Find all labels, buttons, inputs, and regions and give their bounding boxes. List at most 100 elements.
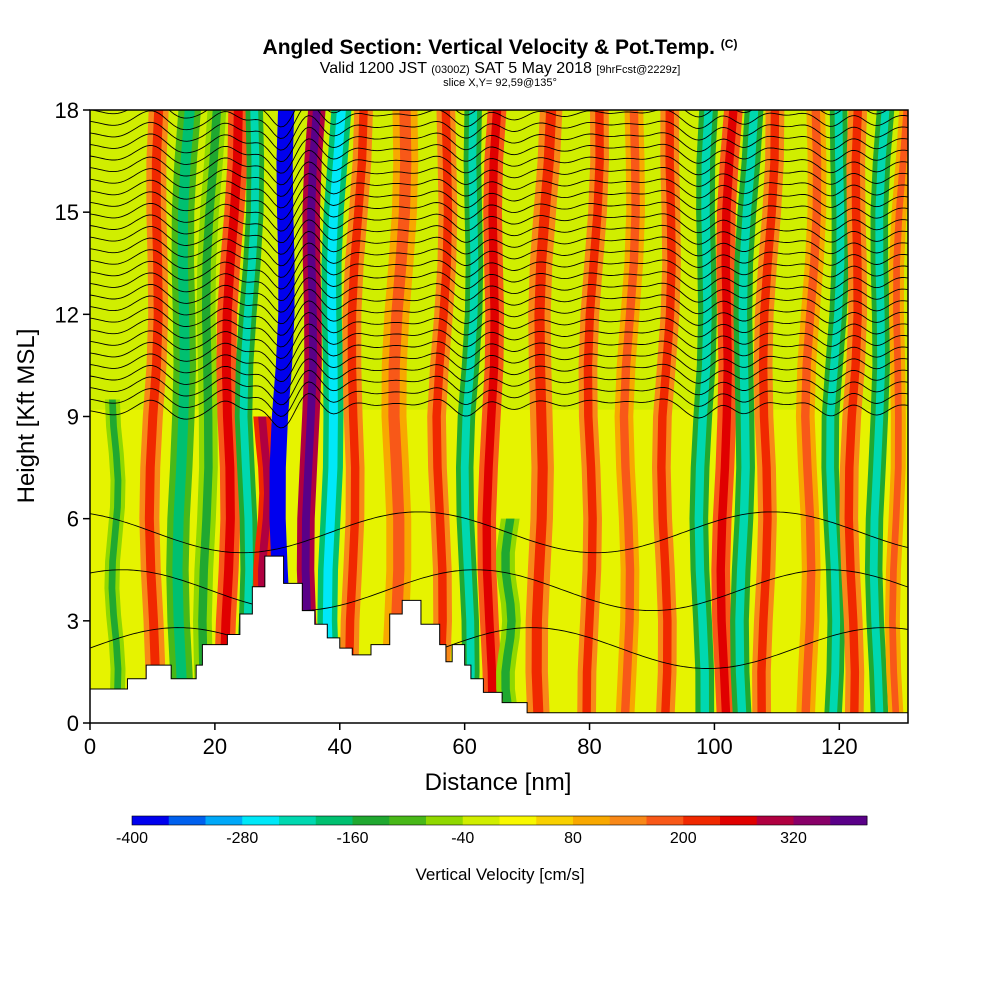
velocity-band-core [387, 110, 412, 723]
velocity-band-core [344, 110, 368, 723]
colorbar-label: -40 [451, 830, 474, 847]
isentrope-line [90, 323, 908, 359]
velocity-band-core [172, 110, 195, 723]
velocity-band-core [582, 110, 604, 723]
y-tick-label: 12 [55, 302, 79, 327]
y-axis: 0 3 6 9 12 15 18 [55, 98, 90, 736]
colorbar-swatch [499, 816, 537, 825]
colorbar-swatch [462, 816, 500, 825]
isentrope-line [90, 254, 908, 290]
colorbar-swatch [168, 816, 206, 825]
colorbar-swatch [646, 816, 684, 825]
colorbar-swatch [609, 816, 647, 825]
isentrope-line [90, 300, 908, 336]
isentrope-line [90, 358, 908, 394]
colorbar-swatch [205, 816, 243, 825]
colorbar-swatch [830, 816, 868, 825]
velocity-band-core [501, 518, 516, 723]
isentrope-line [90, 288, 908, 325]
colorbar-title: Vertical Velocity [cm/s] [415, 865, 584, 884]
terrain-profile [90, 555, 908, 723]
colorbar-label: 320 [780, 830, 807, 847]
x-tick-label: 20 [203, 734, 227, 759]
x-axis: 0 20 40 60 80 100 120 [84, 723, 858, 759]
isentrope-line [90, 265, 908, 302]
colorbar-label: -160 [336, 830, 368, 847]
velocity-band-core [657, 110, 676, 723]
chart-title: Angled Section: Vertical Velocity & Pot.… [262, 36, 738, 59]
velocity-band-core [108, 399, 122, 723]
isentrope-line [90, 569, 908, 612]
isentrope-line [90, 369, 908, 406]
velocity-band-core [826, 110, 845, 723]
y-tick-label: 3 [67, 609, 79, 634]
velocity-band-core [322, 110, 346, 723]
isentrope-line [90, 126, 908, 163]
colorbar: -400 -280 -160 -40 80 200 320 [116, 815, 868, 847]
colorbar-swatch [793, 816, 831, 825]
isentrope-line [90, 219, 908, 255]
isentrope-line [90, 381, 908, 417]
x-tick-label: 60 [452, 734, 476, 759]
isentrope-line [90, 346, 908, 383]
isentrope-line [90, 277, 908, 313]
y-tick-label: 15 [55, 200, 79, 225]
velocity-band-core [432, 110, 453, 723]
colorbar-swatch [683, 816, 721, 825]
x-tick-label: 40 [328, 734, 352, 759]
x-tick-label: 100 [696, 734, 733, 759]
isentrope-line [90, 115, 908, 151]
colorbar-label: -400 [116, 830, 148, 847]
slice-info: slice X,Y= 92,59@135° [443, 77, 557, 89]
velocity-band-core [531, 110, 557, 723]
x-axis-title: Distance [nm] [425, 769, 572, 796]
x-tick-label: 120 [821, 734, 858, 759]
terrain [90, 555, 908, 723]
x-tick-label: 80 [577, 734, 601, 759]
colorbar-swatch [315, 816, 353, 825]
velocity-band-core [844, 110, 863, 723]
colorbar-swatch [720, 816, 758, 825]
velocity-band-core [239, 110, 260, 723]
y-tick-label: 0 [67, 711, 79, 736]
colorbar-swatch [242, 816, 280, 825]
colorbar-frame [131, 815, 868, 826]
isentrope-line [90, 335, 908, 371]
velocity-band-core [219, 110, 243, 723]
pot-temp-contours [90, 110, 908, 669]
isentrope-line [90, 161, 908, 197]
isentrope-line [90, 138, 908, 174]
y-tick-label: 9 [67, 405, 79, 430]
velocity-band-core [482, 110, 502, 723]
colorbar-label: 80 [564, 830, 582, 847]
colorbar-swatch [132, 816, 170, 825]
colorbar-label: -280 [226, 830, 258, 847]
velocity-band-core [301, 110, 321, 723]
velocity-band-core [735, 110, 759, 723]
isentrope-line [90, 230, 908, 267]
isentrope-line [90, 149, 908, 186]
colorbar-swatch [389, 816, 427, 825]
isentrope-line [90, 627, 908, 669]
velocity-field [90, 110, 908, 723]
isentrope-line [90, 312, 908, 348]
velocity-band-core [757, 110, 780, 723]
colorbar-swatch [279, 816, 317, 825]
colorbar-swatch [536, 816, 574, 825]
velocity-band-core [801, 110, 822, 723]
velocity-band-core [889, 110, 908, 723]
colorbar-swatch [352, 816, 390, 825]
y-tick-label: 18 [55, 98, 79, 123]
isentrope-line [90, 184, 908, 220]
isentrope-line [90, 110, 908, 139]
isentrope-line [90, 173, 908, 209]
isentrope-line [90, 511, 908, 554]
velocity-band-core [869, 110, 890, 723]
colorbar-swatch [426, 816, 464, 825]
isentrope-line [90, 393, 908, 429]
y-tick-label: 6 [67, 507, 79, 532]
x-tick-label: 0 [84, 734, 96, 759]
isentrope-line [90, 207, 908, 244]
velocity-band-core [716, 110, 738, 723]
